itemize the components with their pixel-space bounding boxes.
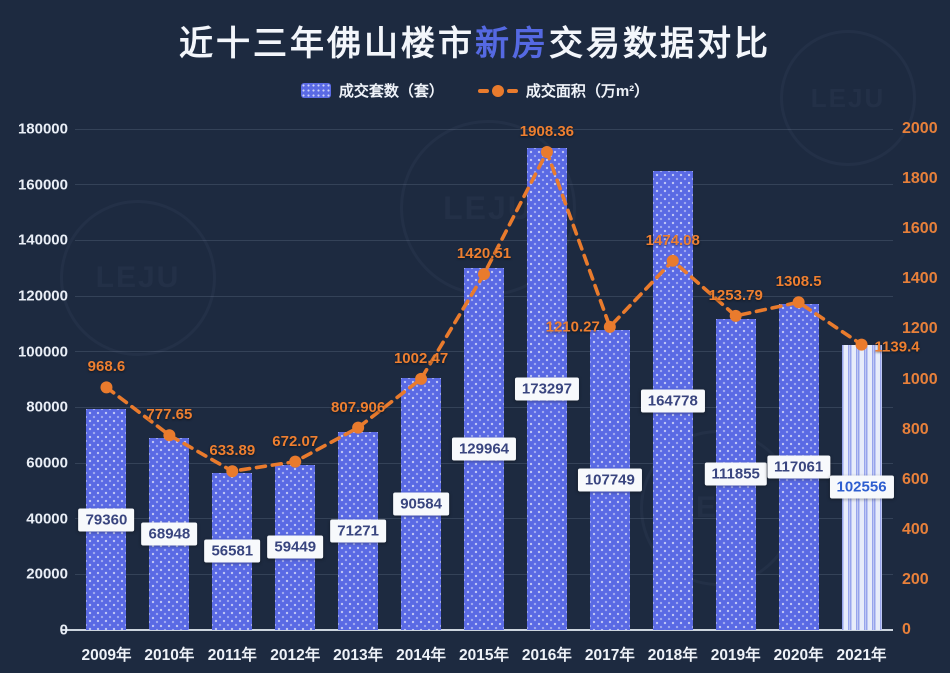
y-axis-right-tick-label: 1200	[902, 320, 938, 338]
x-axis-line	[62, 629, 893, 631]
line-value-label: 1210.27	[545, 318, 600, 336]
bar-value-label: 173297	[514, 377, 579, 401]
line-value-label: 1002.47	[393, 349, 449, 367]
bar-value-label: 117061	[766, 455, 831, 479]
bar-value-label: 129964	[451, 437, 517, 461]
x-axis-label-2010年: 2010年	[144, 647, 195, 664]
x-axis-label-2015年: 2015年	[459, 647, 509, 664]
bar-value-label: 90584	[393, 492, 449, 516]
gridline	[75, 184, 893, 186]
x-axis-label-2016年: 2016年	[521, 647, 572, 664]
y-axis-left-tick-label: 20000	[26, 565, 68, 583]
y-axis-left-tick-label: 160000	[17, 176, 68, 194]
line-value-label: 1420.51	[456, 245, 512, 263]
line-point-marker	[100, 381, 113, 394]
legend-item-line: 成交面积（万m²）	[477, 80, 650, 101]
line-value-label: 777.65	[146, 406, 193, 424]
line-point-marker	[729, 309, 742, 322]
line-point-marker	[163, 429, 176, 442]
y-axis-left-tick-label: 100000	[17, 343, 68, 361]
x-axis-label-2013年: 2013年	[333, 647, 384, 664]
x-axis-label-2017年: 2017年	[584, 647, 635, 664]
y-axis-right-tick-label: 400	[902, 520, 929, 538]
gridline	[75, 128, 893, 130]
y-axis-right-tick-label: 1000	[902, 370, 938, 388]
bar-series-swatch	[300, 83, 331, 98]
watermark: LEJU	[60, 200, 216, 356]
x-axis-label-2019年: 2019年	[710, 647, 761, 664]
line-point-marker	[415, 372, 428, 385]
bar-value-label: 102556	[829, 475, 894, 499]
legend-item-bar: 成交套数（套）	[300, 80, 444, 101]
line-value-label: 672.07	[272, 432, 319, 450]
bar-value-label: 79360	[78, 508, 135, 532]
bar-value-label: 111855	[704, 462, 767, 486]
bar-value-label: 107749	[577, 468, 642, 492]
line-point-marker	[289, 455, 302, 468]
x-axis-label-2012年: 2012年	[270, 647, 321, 664]
line-point-marker	[540, 145, 553, 158]
y-axis-right-tick-label: 2000	[902, 120, 938, 137]
x-axis-label-2018年: 2018年	[647, 647, 698, 664]
line-series-swatch	[477, 84, 518, 97]
x-axis-label-2020年: 2020年	[773, 647, 824, 664]
bar-value-label: 68948	[141, 522, 198, 546]
title-prefix: 近十三年佛山楼市	[179, 25, 475, 63]
bar-value-label: 164778	[640, 389, 705, 413]
page-title: 近十三年佛山楼市新房交易数据对比	[0, 16, 950, 65]
line-point-marker	[666, 254, 679, 267]
title-suffix: 交易数据对比	[549, 25, 771, 63]
y-axis-right-tick-label: 1400	[902, 270, 938, 288]
legend: 成交套数（套） 成交面积（万m²）	[0, 80, 950, 101]
y-axis-left-tick-label: 140000	[17, 231, 68, 249]
line-value-label: 807.906	[331, 398, 386, 416]
line-point-marker	[792, 296, 805, 309]
bar-value-label: 56581	[204, 539, 261, 563]
line-value-label: 968.6	[87, 358, 126, 376]
y-axis-right-tick-label: 1600	[902, 220, 938, 238]
bar-value-label: 59449	[267, 535, 324, 559]
line-point-marker	[478, 268, 490, 281]
y-axis-right-tick-label: 1800	[902, 170, 938, 188]
line-value-label: 1308.5	[775, 273, 822, 291]
y-axis-right-tick-label: 0	[902, 621, 911, 638]
line-value-label: 1253.79	[708, 286, 763, 304]
legend-bar-label: 成交套数（套）	[338, 83, 444, 100]
x-axis-label-2009年: 2009年	[81, 647, 132, 664]
line-point-marker	[603, 320, 616, 333]
y-axis-left-tick-label: 120000	[17, 287, 68, 305]
y-axis-right-tick-label: 200	[902, 570, 929, 588]
line-point-marker	[226, 465, 239, 478]
x-axis-label-2021年: 2021年	[836, 647, 887, 664]
x-axis-label-2011年: 2011年	[207, 647, 257, 664]
x-axis-label-2014年: 2014年	[396, 647, 447, 664]
legend-line-label: 成交面积（万m²）	[525, 83, 650, 100]
y-axis-left-tick-label: 80000	[26, 398, 68, 416]
y-axis-left-tick-label: 60000	[26, 454, 68, 472]
y-axis-left-tick-label: 180000	[17, 120, 68, 138]
line-point-marker	[352, 421, 365, 434]
watermark: LEJU	[780, 30, 916, 166]
y-axis-left-tick-label: 40000	[26, 510, 68, 528]
line-point-marker	[855, 338, 868, 351]
line-value-label: 1139.4	[874, 338, 920, 356]
line-value-label: 633.89	[209, 442, 256, 460]
line-value-label: 1908.36	[519, 122, 575, 140]
line-value-label: 1474.08	[645, 231, 700, 249]
bar-value-label: 71271	[330, 519, 386, 543]
title-highlight: 新房	[475, 25, 549, 63]
y-axis-right-tick-label: 600	[902, 470, 929, 488]
y-axis-right-tick-label: 800	[902, 420, 929, 438]
gridline	[75, 239, 893, 241]
